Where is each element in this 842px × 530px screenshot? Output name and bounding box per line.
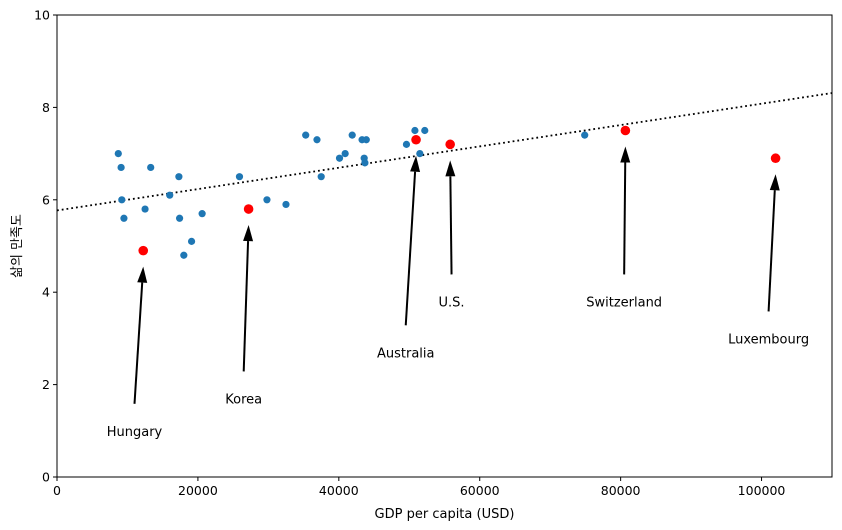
data-point xyxy=(362,136,370,144)
y-tick-label: 0 xyxy=(42,470,50,485)
annotation-arrowhead xyxy=(243,225,254,242)
data-point xyxy=(175,173,183,181)
x-tick-label: 100000 xyxy=(738,483,786,498)
annotation-label: Korea xyxy=(225,392,262,407)
annotation-arrowhead xyxy=(620,146,631,163)
data-point xyxy=(335,154,344,162)
data-point xyxy=(581,131,589,139)
annotation-arrow xyxy=(133,282,144,404)
x-tick-label: 80000 xyxy=(601,483,641,498)
data-point xyxy=(118,196,126,204)
data-point xyxy=(180,251,188,259)
data-point xyxy=(114,150,122,158)
data-point xyxy=(282,200,290,209)
annotation-arrow xyxy=(449,176,453,275)
trend-line xyxy=(57,92,832,212)
data-point xyxy=(263,196,271,204)
annotation-label: U.S. xyxy=(439,295,465,310)
highlight-point xyxy=(445,139,455,150)
data-point xyxy=(120,214,128,222)
y-tick-label: 10 xyxy=(34,8,50,23)
x-tick-label: 40000 xyxy=(319,483,359,498)
annotation-label: Australia xyxy=(377,346,435,361)
annotation-label: Switzerland xyxy=(586,295,662,310)
annotation-arrow xyxy=(404,171,417,326)
highlight-point xyxy=(411,134,421,145)
data-point xyxy=(402,140,411,148)
x-tick-label: 20000 xyxy=(178,483,218,498)
data-point xyxy=(411,126,419,135)
data-point xyxy=(175,214,184,222)
y-tick-label: 4 xyxy=(42,285,50,300)
data-point xyxy=(317,173,325,181)
data-point xyxy=(348,131,356,139)
highlight-point xyxy=(138,245,149,256)
data-point xyxy=(313,136,321,144)
x-axis-label: GDP per capita (USD) xyxy=(375,507,515,522)
y-tick-label: 2 xyxy=(42,377,50,392)
y-tick-label: 6 xyxy=(42,192,50,207)
data-point xyxy=(421,126,429,135)
annotation-arrowhead xyxy=(410,155,421,173)
annotation-arrow xyxy=(623,162,627,275)
highlight-point xyxy=(243,204,254,214)
x-tick-label: 60000 xyxy=(460,483,500,498)
annotation-arrowhead xyxy=(137,266,148,283)
data-point xyxy=(187,237,196,245)
data-point xyxy=(117,163,125,172)
annotation-arrow xyxy=(242,240,250,372)
data-point xyxy=(235,173,244,181)
data-point xyxy=(147,163,155,172)
data-point xyxy=(198,210,206,218)
y-axis-label: 삶의 만족도 xyxy=(10,214,25,278)
annotation-arrowhead xyxy=(769,174,780,191)
data-point xyxy=(141,205,149,213)
annotation-arrow xyxy=(767,190,776,312)
data-point xyxy=(416,150,424,158)
annotation-arrowhead xyxy=(445,160,456,177)
highlight-point xyxy=(620,125,631,136)
y-tick-label: 8 xyxy=(42,100,50,115)
data-point xyxy=(302,131,310,139)
data-point xyxy=(341,150,349,158)
annotation-label: Luxembourg xyxy=(728,332,809,347)
x-tick-label: 0 xyxy=(53,483,61,498)
data-point xyxy=(361,159,369,167)
plot-frame xyxy=(56,14,833,478)
highlight-point xyxy=(770,153,781,164)
annotation-label: Hungary xyxy=(107,425,163,440)
data-point xyxy=(166,191,174,199)
